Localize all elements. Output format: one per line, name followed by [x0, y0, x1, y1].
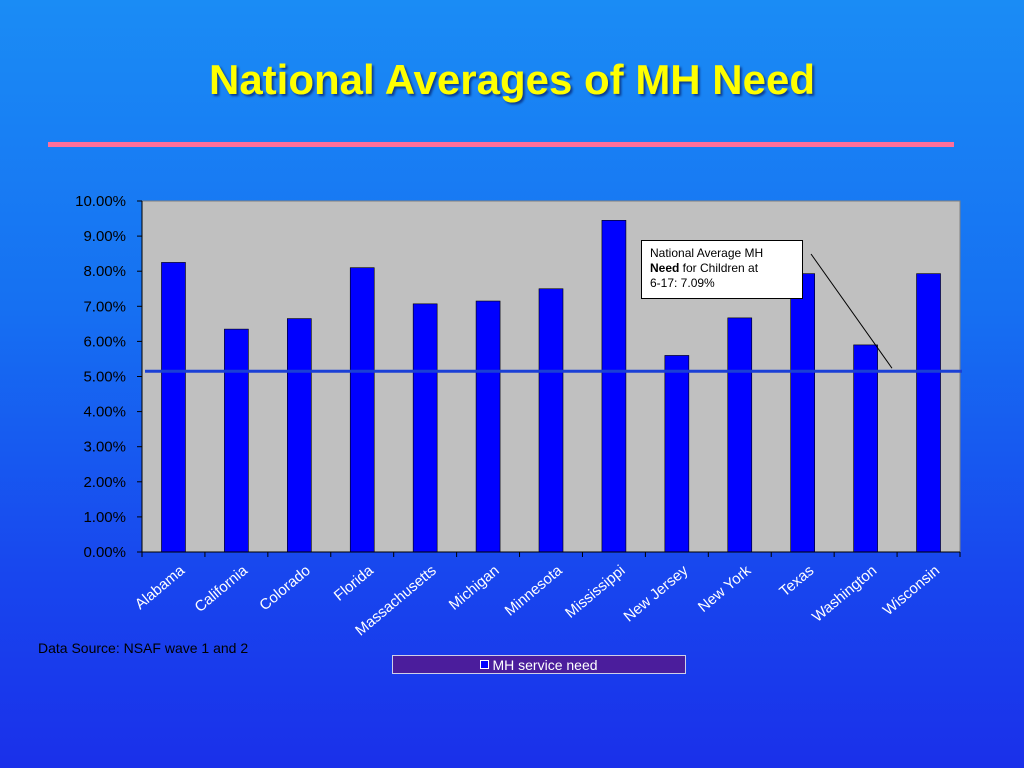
bar-minnesota	[538, 288, 564, 553]
legend-label: MH service need	[492, 656, 598, 673]
x-tick-label: Minnesota	[502, 562, 566, 620]
national-average-callout: National Average MH Need for Children at…	[641, 240, 803, 299]
x-tick-label: New York	[695, 562, 755, 616]
x-tick-label: Alabama	[132, 562, 189, 613]
bar-michigan	[475, 300, 501, 553]
x-tick-label: Michigan	[446, 562, 503, 614]
x-tick-label: Texas	[776, 562, 817, 600]
data-source-note: Data Source: NSAF wave 1 and 2	[38, 640, 249, 656]
title-rule	[48, 142, 954, 147]
y-tick-label: 10.00%	[75, 193, 126, 210]
chart-legend: MH service need	[392, 655, 686, 674]
bar-new-jersey	[664, 355, 690, 553]
callout-line-2-rest: for Children at	[679, 261, 759, 275]
bar-florida	[349, 267, 375, 553]
legend-swatch	[480, 660, 490, 669]
y-tick-label: 9.00%	[83, 228, 126, 245]
bar-wisconsin	[916, 273, 941, 553]
y-tick-label: 3.00%	[83, 439, 126, 456]
callout-line-2: Need for Children at	[650, 261, 794, 276]
callout-bold: Need	[650, 261, 680, 275]
y-tick-label: 0.00%	[83, 544, 126, 561]
y-tick-label: 7.00%	[83, 298, 126, 315]
y-tick-label: 4.00%	[83, 404, 126, 421]
x-tick-label: California	[191, 562, 251, 616]
slide-title: National Averages of MH Need	[208, 56, 816, 103]
callout-leader-line	[810, 253, 893, 369]
bar-texas	[790, 273, 815, 553]
x-tick-label: Wisconsin	[880, 562, 943, 619]
bar-massachusetts	[412, 303, 438, 553]
bar-washington	[853, 344, 878, 553]
callout-line-1: National Average MH	[650, 246, 764, 260]
bar-california	[224, 328, 249, 553]
y-tick-label: 1.00%	[83, 509, 126, 526]
x-tick-label: New Jersey	[620, 562, 691, 626]
bar-new-york	[727, 317, 753, 553]
bar-mississippi	[601, 220, 627, 553]
y-tick-label: 5.00%	[83, 369, 126, 386]
x-tick-label: Mississippi	[562, 562, 628, 622]
callout-line-3: 6-17: 7.09%	[650, 276, 715, 290]
bar-colorado	[287, 318, 312, 553]
y-tick-label: 8.00%	[83, 263, 126, 280]
x-tick-label: Colorado	[256, 562, 314, 614]
x-tick-label: Florida	[331, 562, 378, 605]
y-tick-label: 6.00%	[83, 333, 126, 350]
x-tick-label: Washington	[809, 562, 880, 626]
bar-alabama	[161, 262, 186, 553]
y-tick-label: 2.00%	[83, 474, 126, 491]
